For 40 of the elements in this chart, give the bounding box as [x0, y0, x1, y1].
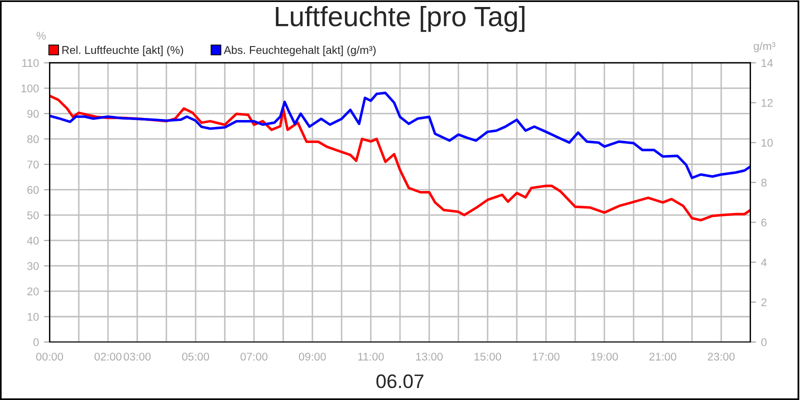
x-tick-label: 13:00: [416, 352, 443, 361]
y2-tick-label: 0: [761, 338, 767, 346]
x-tick-label: 11:00: [358, 352, 384, 361]
y2-axis-title: g/m³: [754, 42, 776, 52]
legend-label: Rel. Luftfeuchte [akt] (%): [62, 46, 184, 56]
x-tick-label: 02:00: [94, 352, 122, 361]
x-tick-label: 17:00: [532, 352, 560, 361]
y2-tick-label: 2: [761, 298, 766, 306]
y2-tick-label: 6: [761, 218, 767, 226]
y-tick-label: 20: [27, 288, 39, 296]
y-axis-title: %: [36, 32, 46, 40]
legend-label: Abs. Feuchtegehalt [akt] (g/m³): [224, 46, 376, 56]
x-tick-label: 09:00: [298, 352, 326, 361]
x-tick-label: 21:00: [649, 352, 676, 361]
x-axis-title: 06.07: [376, 374, 424, 388]
y-tick-label: 100: [21, 84, 39, 92]
y-tick-label: 80: [27, 135, 39, 144]
x-tick-label: 07:00: [240, 352, 268, 361]
x-tick-label: 00:00: [36, 352, 64, 361]
y-tick-label: 70: [27, 160, 39, 168]
y-tick-label: 60: [27, 186, 39, 194]
x-tick-label: 19:00: [591, 352, 618, 361]
y-tick-label: 10: [28, 312, 39, 321]
x-tick-label: 03:00: [124, 352, 151, 361]
chart-title: Luftfeuchte [pro Tag]: [276, 6, 524, 32]
y-tick-label: 40: [27, 236, 39, 245]
y2-tick-label: 10: [762, 138, 773, 147]
x-tick-label: 05:00: [182, 352, 210, 361]
y2-tick-label: 14: [762, 59, 773, 67]
y2-tick-label: 8: [761, 178, 767, 187]
line-series: [50, 92, 750, 180]
y-tick-label: 30: [27, 262, 39, 270]
y2-tick-label: 4: [761, 258, 767, 266]
x-tick-label: 23:00: [708, 352, 735, 361]
y-tick-label: 90: [27, 110, 39, 118]
y-tick-label: 110: [22, 59, 39, 67]
y-tick-label: 0: [33, 338, 39, 346]
y-tick-label: 50: [27, 211, 39, 220]
y2-tick-label: 12: [762, 98, 773, 107]
x-tick-label: 15:00: [474, 352, 502, 361]
